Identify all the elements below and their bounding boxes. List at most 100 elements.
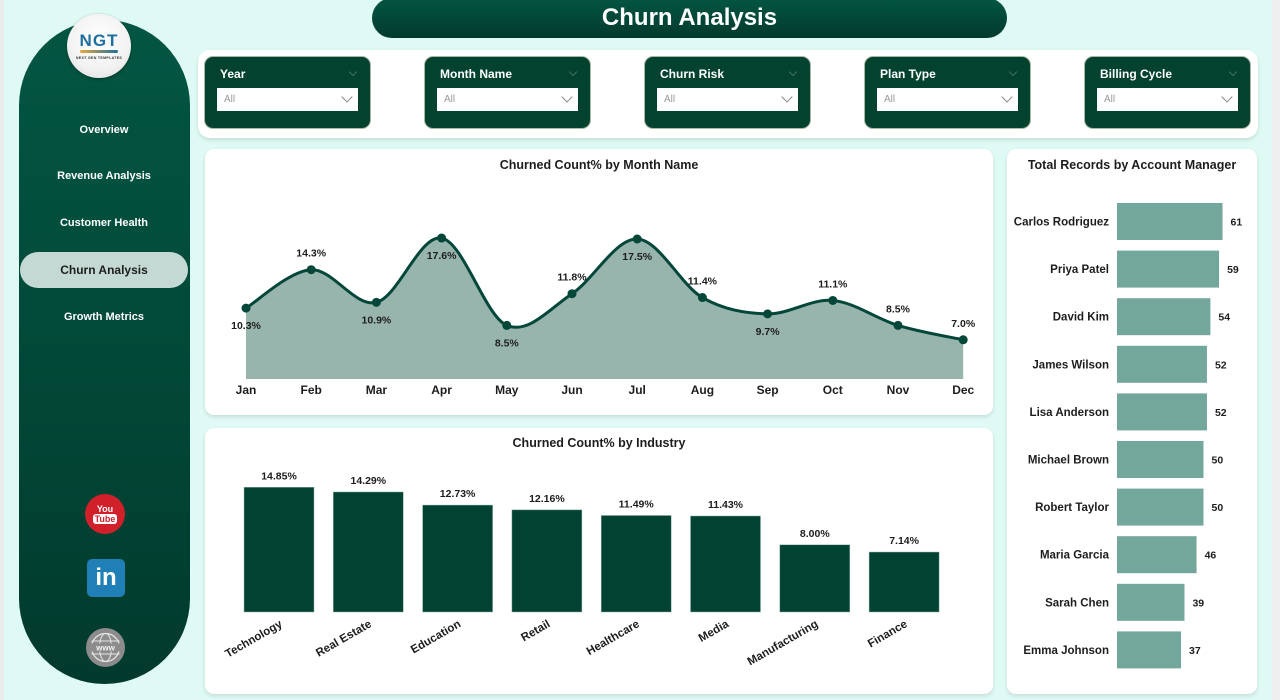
data-label: 52: [1215, 407, 1227, 419]
x-axis-label: Retail: [519, 618, 552, 644]
data-label: 11.49%: [619, 498, 655, 510]
chevron-down-icon[interactable]: [788, 67, 798, 78]
bar[interactable]: [1117, 393, 1207, 431]
data-point[interactable]: [958, 335, 968, 345]
data-label: 37: [1189, 645, 1201, 657]
y-axis-label: Robert Taylor: [1035, 502, 1109, 514]
x-axis-label: Jan: [236, 383, 257, 397]
data-point[interactable]: [241, 303, 251, 313]
bar[interactable]: [1117, 345, 1207, 383]
churn-by-month-card: Churned Count% by Month Name 10.3% Jan 14.…: [205, 149, 993, 415]
y-axis-label: Michael Brown: [1028, 455, 1109, 467]
chevron-down-icon: [781, 91, 793, 103]
x-axis-label: Sep: [757, 383, 779, 397]
data-label: 12.73%: [440, 488, 476, 500]
data-point[interactable]: [632, 234, 642, 244]
bar[interactable]: [1117, 250, 1220, 288]
filter-label: Plan Type: [880, 67, 936, 81]
sidebar-item-overview[interactable]: Overview: [20, 112, 188, 148]
x-axis-label: May: [495, 383, 519, 397]
logo-subtitle: NEXT GEN TEMPLATES: [75, 56, 123, 60]
filter-label: Year: [220, 67, 246, 81]
dropdown-value: All: [884, 94, 896, 105]
filter-month-name: Month Name All: [424, 56, 591, 129]
chart-title: Churned Count% by Industry: [512, 436, 686, 450]
data-point[interactable]: [502, 320, 512, 330]
year-dropdown[interactable]: All: [217, 88, 358, 111]
data-point[interactable]: [567, 289, 577, 299]
data-label: 8.00%: [800, 528, 830, 540]
data-point[interactable]: [371, 297, 381, 307]
data-label: 39: [1192, 597, 1204, 609]
data-point[interactable]: [306, 265, 316, 275]
data-label: 17.5%: [622, 251, 652, 263]
data-label: 54: [1218, 312, 1230, 324]
data-label: 10.9%: [362, 314, 392, 326]
data-point[interactable]: [828, 295, 838, 305]
bar[interactable]: [600, 515, 672, 613]
sidebar-item-churn-analysis[interactable]: Churn Analysis: [20, 252, 188, 288]
chevron-down-icon[interactable]: [348, 67, 358, 78]
x-axis-label: Manufacturing: [746, 618, 821, 668]
logo: NGT NEXT GEN TEMPLATES: [67, 14, 131, 78]
window-edge-left: [0, 0, 4, 700]
plan-type-dropdown[interactable]: All: [877, 88, 1018, 111]
chevron-down-icon: [1001, 91, 1013, 103]
data-point[interactable]: [893, 320, 903, 330]
bar[interactable]: [422, 504, 493, 613]
bar[interactable]: [1117, 441, 1204, 478]
x-axis-label: Real Estate: [314, 618, 374, 659]
data-label: 10.3%: [231, 320, 261, 332]
billing-cycle-dropdown[interactable]: All: [1097, 88, 1238, 111]
sidebar-item-label: Growth Metrics: [63, 311, 145, 323]
churn-risk-dropdown[interactable]: All: [657, 88, 798, 111]
bar[interactable]: [1117, 631, 1182, 669]
bar[interactable]: [779, 544, 851, 613]
filter-label: Month Name: [440, 67, 512, 81]
chevron-down-icon[interactable]: [1008, 67, 1018, 78]
churn-by-industry-card: Churned Count% by Industry 14.85% Technol…: [205, 428, 993, 694]
data-label: 50: [1212, 455, 1224, 467]
churn-by-industry-chart[interactable]: 14.85% Technology 14.29% Real Estate 12.73% E…: [205, 428, 993, 694]
bar[interactable]: [690, 515, 761, 613]
sidebar-item-label: Customer Health: [59, 217, 149, 229]
bar[interactable]: [868, 551, 940, 613]
bar[interactable]: [511, 509, 583, 613]
linkedin-icon[interactable]: in: [87, 559, 125, 597]
bar[interactable]: [243, 487, 315, 613]
sidebar-item-revenue-analysis[interactable]: Revenue Analysis: [20, 158, 188, 194]
records-by-manager-chart[interactable]: Carlos Rodriguez 61 Priya Patel 59 David Kim…: [1007, 149, 1257, 694]
website-icon[interactable]: www: [86, 628, 125, 667]
y-axis-label: Maria Garcia: [1040, 550, 1110, 562]
x-axis-label: Finance: [866, 618, 910, 650]
y-axis-label: Carlos Rodriguez: [1014, 217, 1109, 229]
chevron-down-icon[interactable]: [1228, 67, 1238, 78]
filter-churn-risk: Churn Risk All: [644, 56, 811, 129]
bar[interactable]: [1117, 488, 1204, 526]
globe-icon: www: [90, 632, 121, 663]
sidebar-item-growth-metrics[interactable]: Growth Metrics: [20, 299, 188, 335]
page-title: Churn Analysis: [372, 0, 1007, 38]
bar[interactable]: [333, 491, 404, 613]
data-point[interactable]: [697, 293, 707, 303]
bar[interactable]: [1117, 583, 1185, 621]
chevron-down-icon[interactable]: [568, 67, 578, 78]
youtube-icon[interactable]: You Tube: [85, 494, 125, 534]
bar[interactable]: [1117, 536, 1197, 574]
data-label: 52: [1215, 359, 1227, 371]
y-axis-label: David Kim: [1053, 312, 1109, 324]
sidebar-item-customer-health[interactable]: Customer Health: [20, 205, 188, 241]
data-point[interactable]: [763, 309, 773, 319]
y-axis-label: James Wilson: [1032, 359, 1109, 371]
month-name-dropdown[interactable]: All: [437, 88, 578, 111]
x-axis-label: Mar: [366, 383, 388, 397]
bar[interactable]: [1117, 203, 1223, 240]
data-label: 11.4%: [688, 276, 718, 288]
data-label: 14.29%: [350, 475, 386, 487]
churn-by-month-chart[interactable]: 10.3% Jan 14.3% Feb 10.9% Mar 17.6% Apr 8.5% May 1…: [205, 149, 993, 415]
data-point[interactable]: [437, 233, 447, 243]
y-axis-label: Emma Johnson: [1023, 645, 1109, 657]
bar[interactable]: [1117, 298, 1211, 336]
logo-mark: NGT: [79, 31, 119, 50]
y-axis-label: Sarah Chen: [1045, 597, 1109, 609]
